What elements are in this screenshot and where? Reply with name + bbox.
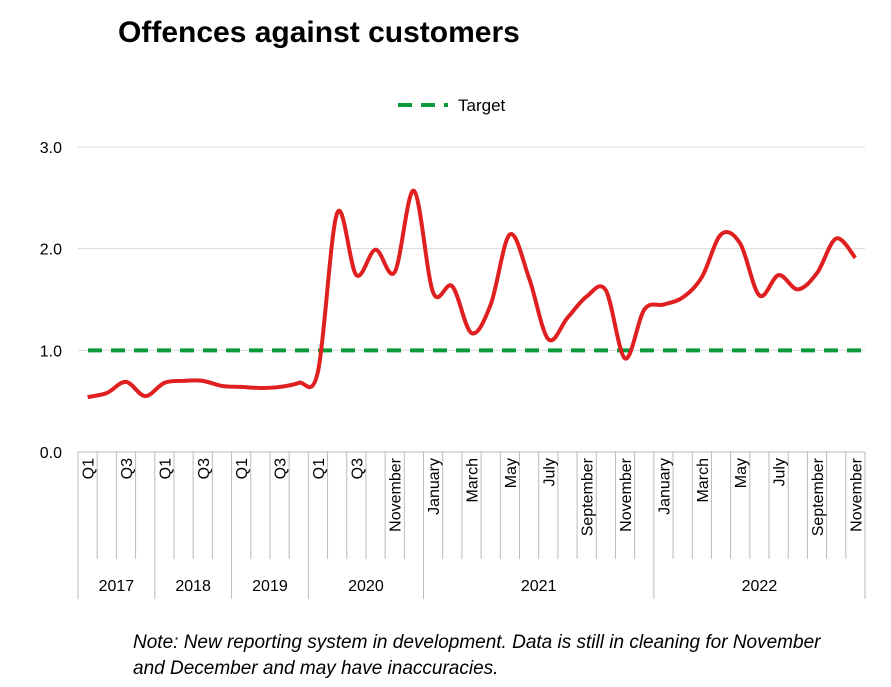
x-tick-label: Q1 <box>81 458 98 479</box>
x-tick-label: July <box>541 458 558 486</box>
y-tick-label: 2.0 <box>40 242 62 259</box>
x-group-label: 2017 <box>99 578 135 595</box>
chart-note: Note: New reporting system in developmen… <box>133 632 821 679</box>
x-tick-label: September <box>810 457 827 536</box>
chart-title: Offences against customers <box>118 16 520 49</box>
x-tick-label: Q1 <box>234 458 251 479</box>
y-tick-label: 0.0 <box>40 445 62 462</box>
x-tick-label: May <box>503 458 520 488</box>
x-tick-label: Q3 <box>196 458 213 479</box>
y-tick-label: 3.0 <box>40 140 62 157</box>
x-tick-label: Q3 <box>273 458 290 479</box>
x-tick-label: January <box>426 458 443 515</box>
x-tick-label: November <box>848 457 865 531</box>
x-group-label: 2019 <box>252 578 288 595</box>
x-group-label: 2018 <box>175 578 211 595</box>
x-tick-label: July <box>772 458 789 486</box>
x-tick-label: Q1 <box>311 458 328 479</box>
x-tick-label: March <box>695 458 712 502</box>
x-group-label: 2022 <box>742 578 778 595</box>
x-tick-label: November <box>618 457 635 531</box>
x-tick-label: Q3 <box>349 458 366 479</box>
series-line <box>87 188 857 400</box>
x-group-label: 2021 <box>521 578 557 595</box>
y-tick-label: 1.0 <box>40 343 62 360</box>
x-tick-label: September <box>580 457 597 536</box>
x-group-label: 2020 <box>348 578 384 595</box>
legend-target-label: Target <box>458 96 506 115</box>
x-tick-label: Q1 <box>157 458 174 479</box>
x-tick-label: May <box>733 458 750 488</box>
x-tick-label: March <box>465 458 482 502</box>
x-tick-label: January <box>656 458 673 515</box>
x-tick-label: Q3 <box>119 458 136 479</box>
x-tick-label: November <box>388 457 405 531</box>
